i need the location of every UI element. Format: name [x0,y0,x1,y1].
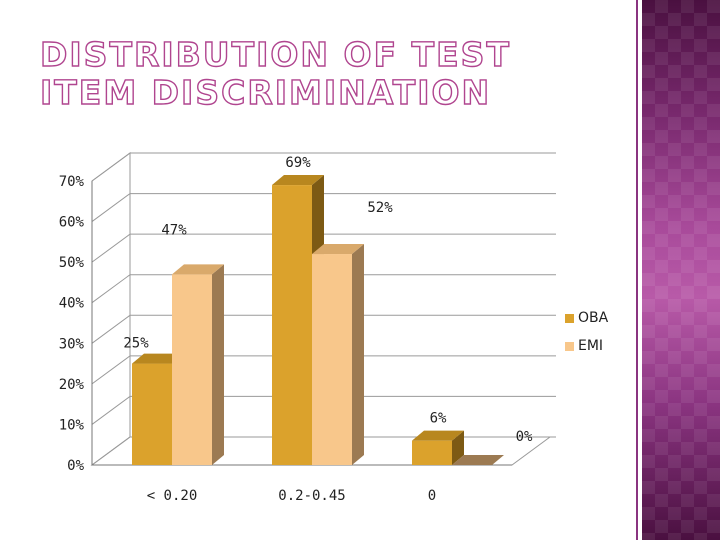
gridline [91,314,556,344]
y-tick-label: 30% [59,336,85,352]
side-wall [91,152,131,466]
panel-pattern [642,0,720,540]
side-divider [636,0,638,540]
legend-item-emi: EMI [565,332,608,360]
y-tick-label: 40% [59,296,85,312]
legend-label-oba: OBA [578,310,609,326]
bar-top-emi [172,264,224,275]
decorative-side-panel [642,0,720,540]
gridline [91,152,556,182]
gridline [91,436,556,466]
bar-emi [172,274,212,465]
bar-top-oba [132,353,184,364]
legend-swatch-emi [565,341,574,351]
bar-oba [132,363,172,465]
x-tick-label: < 0.20 [147,488,198,504]
bar-top-oba [412,430,464,441]
chart-legend: OBA EMI [565,304,608,360]
y-tick-label: 70% [59,174,85,190]
bar-side-emi [212,264,224,465]
bar-side-emi [352,244,364,465]
bar-oba [412,440,452,465]
bar-emi [312,254,352,465]
x-tick-label: 0.2-0.45 [278,488,345,504]
gridline [91,193,556,222]
slide-title: DISTRIBUTION OF TEST ITEM DISCRIMINATION [39,35,511,112]
gridline [91,274,556,304]
legend-swatch-oba [565,313,574,323]
data-label: 47% [161,222,187,238]
data-label: 69% [285,155,311,171]
legend-item-oba: OBA [565,304,608,332]
legend-label-emi: EMI [578,338,604,354]
gridline [91,395,556,425]
y-tick-label: 0% [67,458,84,474]
bar-side-oba [452,430,464,465]
y-tick-label: 20% [59,377,85,393]
y-tick-label: 10% [59,417,85,433]
data-label: 52% [367,200,393,216]
bar-oba [272,185,312,466]
data-label: 25% [123,336,149,352]
bar-top-emi [312,244,364,255]
y-tick-label: 50% [59,255,85,271]
bar-top-oba [272,175,324,186]
gridline [91,355,556,385]
bar-emi [452,455,504,465]
y-tick-label: 60% [59,215,85,231]
data-label: 6% [430,411,447,427]
gridline [91,233,556,263]
x-tick-label: 0 [428,488,436,504]
data-label: 0% [516,429,533,445]
